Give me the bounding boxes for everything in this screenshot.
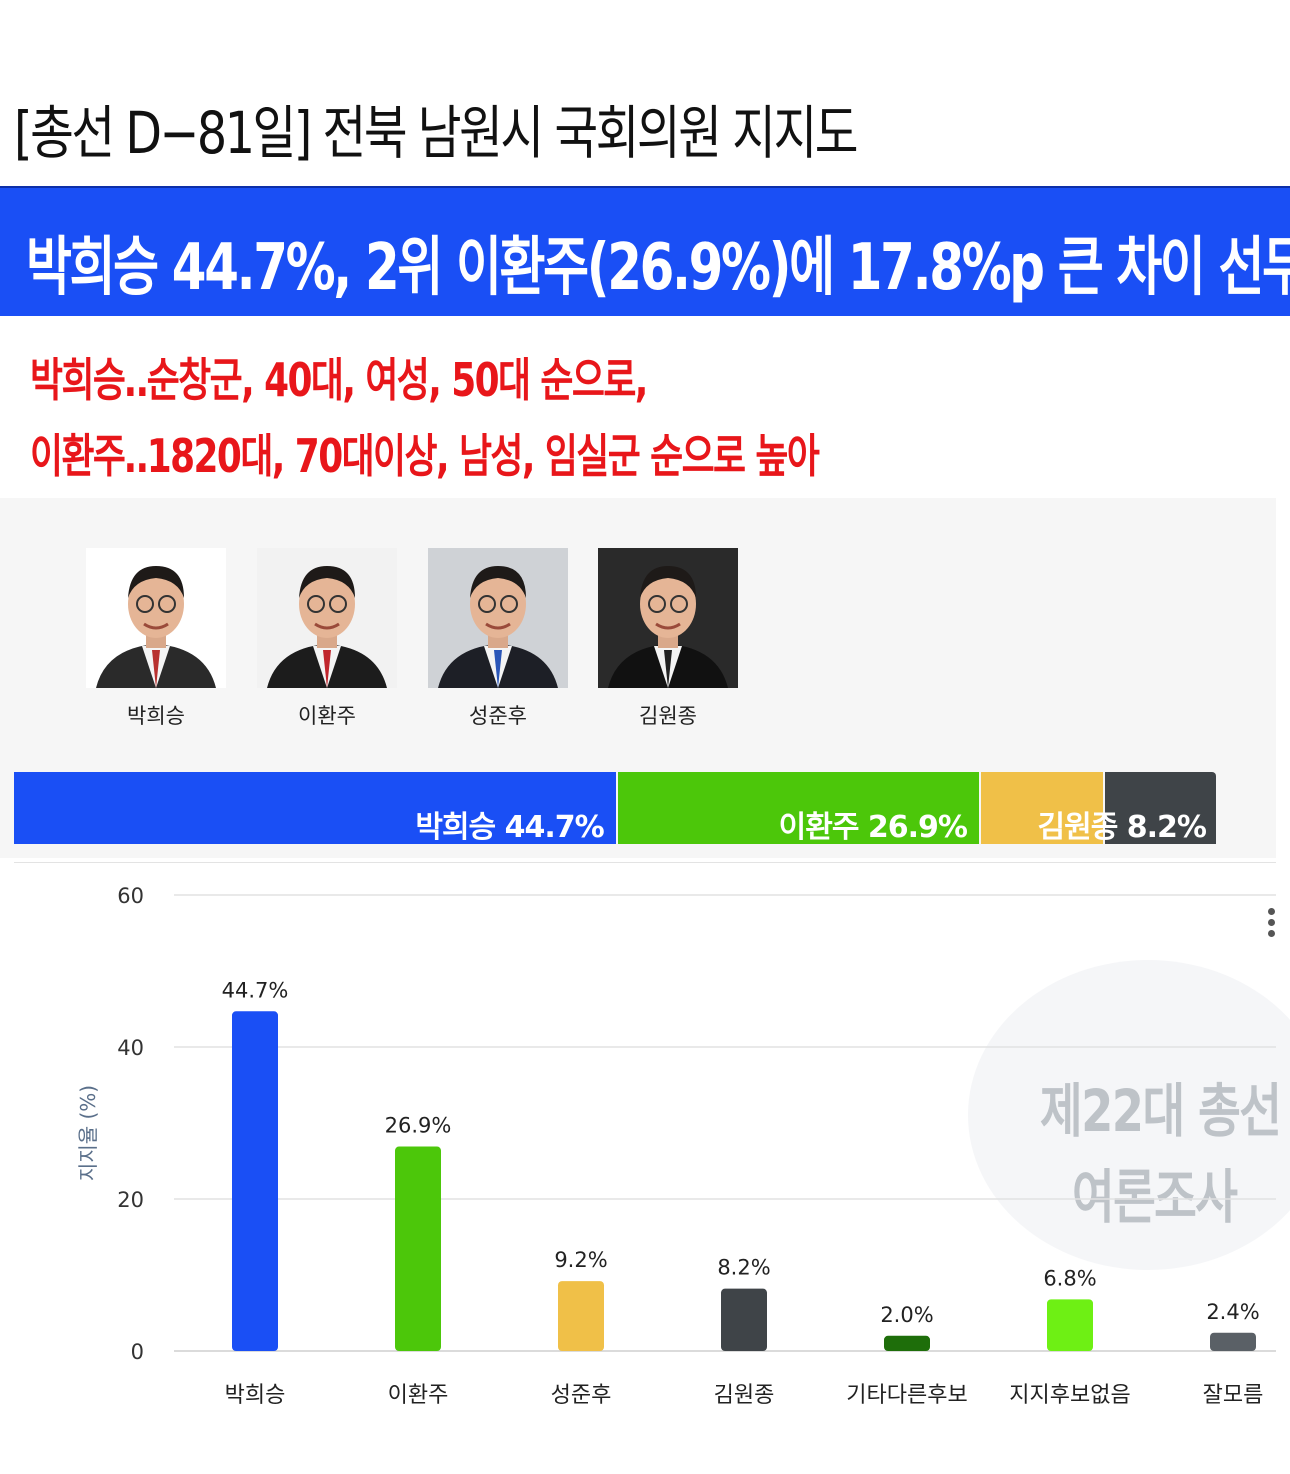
bar [1047,1299,1093,1351]
share-bar-label: 이환주 26.9% [778,810,968,845]
bar-value-label: 26.9% [385,1114,452,1138]
x-tick-label: 박희승 [225,1383,286,1408]
y-axis-label: 지지율 (%) [76,1085,100,1181]
share-bar-label: 박희승 44.7% [415,810,604,845]
candidate-photo [257,548,397,688]
bar-value-label: 44.7% [222,978,289,1002]
subtitle-line-2: 이환주‥1820대, 70대이상, 남성, 임실군 순으로 높아 [30,429,820,483]
share-bar-label: 김원종 8.2% [1037,810,1207,845]
bar [558,1281,604,1351]
bar-value-label: 2.4% [1206,1300,1259,1324]
bar [721,1288,767,1351]
x-tick-label: 성준후 [551,1383,612,1408]
bar [884,1335,930,1351]
candidate-name: 성준후 [469,704,527,728]
share-bar-segment [981,772,1104,844]
y-tick-label: 20 [117,1188,144,1212]
candidate-photo [428,548,568,688]
share-bar-segment: 박희승 44.7% [14,772,616,845]
x-tick-label: 김원종 [714,1383,775,1408]
divider [14,862,1276,863]
x-tick-label: 이환주 [388,1383,449,1408]
x-tick-label: 기타다른후보 [846,1383,967,1408]
page-title: [총선 D−81일] 전북 남원시 국회의원 지지도 [14,99,859,167]
headline-text: 박희승 44.7%, 2위 이환주(26.9%)에 17.8%p 큰 차이 선두 [26,231,1290,305]
watermark-line-1: 제22대 총선 [1040,1077,1282,1145]
bar-value-label: 2.0% [880,1303,933,1327]
bar-chart: 0 20 40 60 지지율 (%) 44.7% 박희승 26.9% 이환주 9.2% 성준후 8.2… [76,884,1276,1408]
bar [232,1011,278,1351]
y-tick-label: 40 [117,1036,144,1060]
headline-banner: 박희승 44.7%, 2위 이환주(26.9%)에 17.8%p 큰 차이 선두 [0,186,1290,316]
y-tick-label: 0 [131,1340,144,1364]
candidate-name: 김원종 [639,704,697,728]
candidate-photo [86,548,226,688]
candidate-name: 이환주 [298,704,356,728]
share-bar-segment: 이환주 26.9% [617,772,979,845]
y-tick-label: 60 [117,884,144,908]
bar [395,1146,441,1351]
candidate-photo [598,548,738,688]
more-vert-icon[interactable] [1266,908,1278,942]
x-tick-label: 잘모름 [1203,1383,1264,1408]
bar-value-label: 9.2% [554,1248,607,1272]
share-bar-segment: 김원종 8.2% [1038,772,1216,845]
candidate-name: 박희승 [127,704,185,728]
bar-value-label: 6.8% [1043,1266,1096,1290]
bar-value-label: 8.2% [717,1256,770,1280]
bar [1210,1332,1256,1351]
watermark-line-2: 여론조사 [1072,1163,1238,1231]
x-tick-label: 지지후보없음 [1009,1383,1130,1408]
subtitle-line-1: 박희승‥순창군, 40대, 여성, 50대 순으로, [30,353,648,407]
watermark-badge [968,960,1290,1270]
